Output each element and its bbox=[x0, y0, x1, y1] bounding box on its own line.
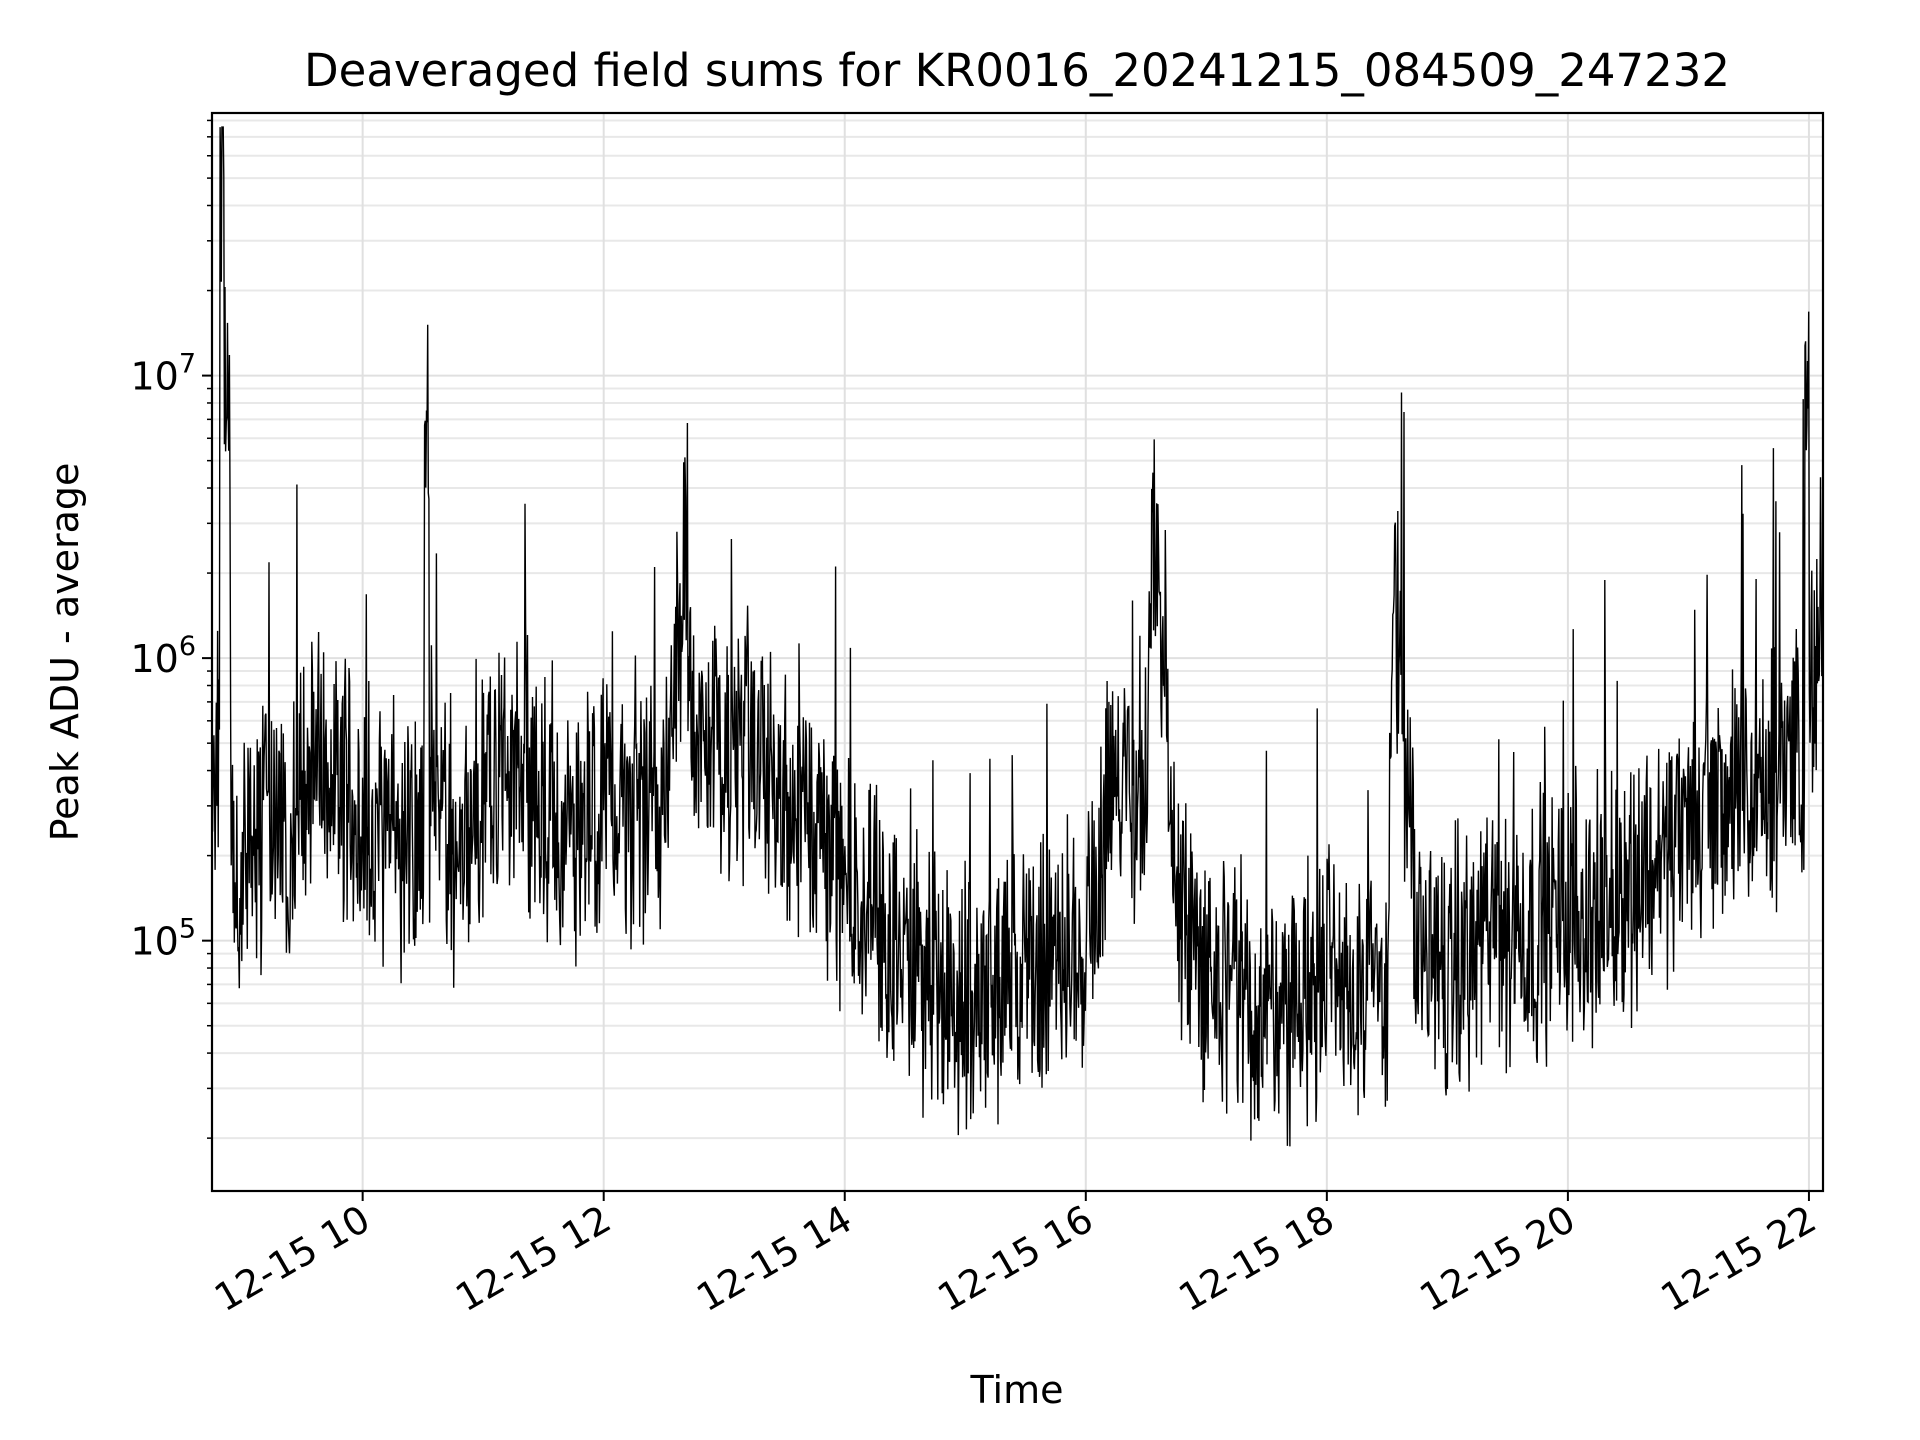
y-axis-ticks: 105 106 107 bbox=[130, 119, 212, 1139]
x-axis-ticks: 12-15 10 12-15 12 12-15 14 12-15 16 12-15 18… bbox=[207, 1191, 1823, 1320]
plot-area-frame bbox=[210, 111, 1825, 1193]
y-tick-label: 106 bbox=[130, 631, 196, 681]
y-tick-label: 107 bbox=[130, 349, 196, 399]
x-tick-label: 12-15 10 bbox=[207, 1197, 377, 1321]
x-tick-label: 12-15 12 bbox=[448, 1197, 618, 1321]
x-tick-label: 12-15 20 bbox=[1412, 1197, 1582, 1321]
x-tick-label: 12-15 18 bbox=[1171, 1197, 1341, 1321]
x-axis-label: Time bbox=[970, 1368, 1064, 1412]
x-tick-label: 12-15 14 bbox=[689, 1197, 859, 1321]
y-axis-label: Peak ADU - average bbox=[43, 463, 87, 842]
x-tick-label: 12-15 22 bbox=[1653, 1197, 1823, 1321]
x-tick-label: 12-15 16 bbox=[930, 1197, 1100, 1321]
series-group bbox=[211, 126, 1824, 1147]
series-line bbox=[211, 126, 1824, 1147]
y-tick-label: 105 bbox=[130, 914, 196, 964]
chart-title: Deaveraged field sums for KR0016_2024121… bbox=[304, 44, 1730, 97]
